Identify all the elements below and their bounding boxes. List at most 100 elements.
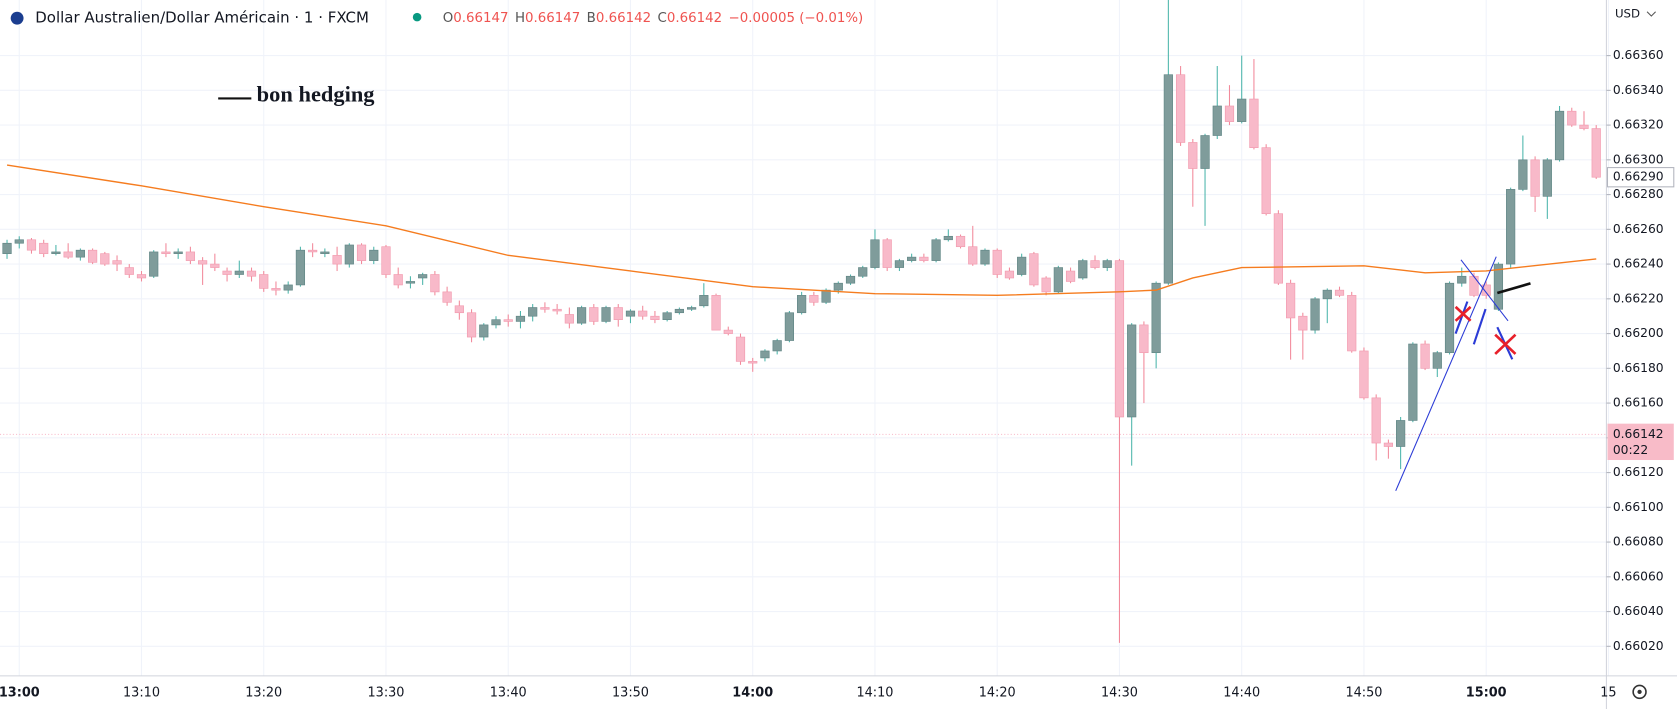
- y-tick-label: 0.66020: [1613, 639, 1664, 653]
- candle-body: [1579, 124, 1589, 129]
- candle-body: [295, 249, 306, 286]
- plot: [2, 0, 1601, 643]
- candle-body: [723, 329, 733, 334]
- candle-body: [1383, 442, 1394, 447]
- candle-body: [1457, 275, 1467, 284]
- candle-body: [1065, 270, 1076, 282]
- pen-stroke: [1454, 301, 1469, 335]
- y-tick-label: 0.66120: [1613, 465, 1664, 479]
- y-tick-label: 0.66260: [1613, 222, 1664, 236]
- candle-body: [784, 312, 794, 341]
- y-tick-label: 0.66100: [1613, 500, 1664, 514]
- candle-body: [418, 274, 428, 279]
- candle-body: [75, 249, 85, 258]
- header: Dollar Australien/Dollar Américain · 1 ·…: [10, 9, 864, 27]
- candle-body: [26, 239, 37, 251]
- candle-body: [613, 307, 623, 321]
- market-status: [412, 12, 422, 22]
- candle-body: [1506, 189, 1516, 265]
- settings-icon[interactable]: [1632, 684, 1647, 700]
- cross: [1454, 305, 1472, 322]
- axes: 0.66020 0.66040 0.66060 0.66080 0.66100 0.661…: [0, 48, 1675, 700]
- ohlc-key: H: [515, 11, 525, 26]
- candle-body: [63, 251, 73, 258]
- candle-body: [1432, 352, 1442, 369]
- y-tick-label: 0.66160: [1613, 396, 1664, 410]
- candle-body: [1078, 260, 1088, 279]
- drawings: bon hedging: [218, 81, 1531, 492]
- candle-body: [968, 246, 978, 265]
- candle-body: [1041, 277, 1051, 293]
- candle-body: [980, 249, 990, 265]
- candle-body: [1188, 142, 1198, 169]
- gear-center: [1637, 689, 1642, 695]
- candle-body: [711, 295, 721, 331]
- annotation: bon hedging: [257, 81, 375, 106]
- candle-body: [1017, 256, 1027, 275]
- ohlc-key: C: [658, 11, 667, 26]
- x-tick-label: 13:50: [612, 685, 649, 700]
- candle-body: [369, 249, 379, 261]
- candle-body: [1212, 105, 1222, 136]
- candle-body: [405, 281, 416, 284]
- ohlc-value: 0.66147: [453, 11, 508, 26]
- countdown: 00:22: [1613, 443, 1648, 457]
- candle-body: [356, 244, 367, 261]
- ohlc-value: 0.66142: [596, 11, 651, 26]
- candle-body: [540, 307, 550, 310]
- trend-line: [1395, 256, 1497, 492]
- pen-stroke: [1472, 308, 1487, 345]
- candle-body: [185, 251, 195, 261]
- candle-body: [320, 251, 330, 254]
- x-tick-label: 13:00: [0, 685, 40, 700]
- ohlc: O0.66147 H0.66147 B0.66142 C0.66142 −0.00005…: [443, 11, 864, 26]
- candle-body: [1261, 147, 1271, 215]
- candle-body: [1175, 74, 1186, 143]
- candle-body: [601, 307, 611, 322]
- x-tick-label: 15:00: [1466, 685, 1507, 700]
- candle-body: [894, 260, 905, 268]
- candle-body: [136, 274, 147, 279]
- candle-body: [491, 319, 501, 326]
- candle-body: [674, 308, 684, 314]
- x-tick-label: 13:30: [368, 685, 405, 700]
- candle-body: [1053, 267, 1063, 293]
- candle-body: [1591, 128, 1601, 178]
- candle-body: [124, 267, 134, 275]
- candle-body: [149, 251, 159, 277]
- candle-body: [1273, 213, 1283, 284]
- y-tick-label: 0.66040: [1613, 604, 1664, 618]
- candle-body: [344, 244, 354, 265]
- price-label: 0.66290: [1613, 170, 1664, 184]
- candle-body: [1554, 110, 1565, 161]
- candle-body: [845, 275, 856, 284]
- y-tick-label: 0.66360: [1613, 48, 1664, 62]
- candle-body: [638, 310, 648, 317]
- x-tick-label: 14:50: [1345, 685, 1382, 700]
- candle-body: [748, 361, 758, 364]
- candle-body: [687, 307, 697, 310]
- candle-body: [882, 239, 892, 268]
- candle-body: [809, 295, 819, 303]
- candle-body: [919, 256, 929, 261]
- x-tick-label: 13:20: [245, 685, 282, 700]
- y-tick-label: 0.66280: [1613, 187, 1664, 201]
- candle-body: [955, 235, 966, 248]
- x-tick-label: 14:40: [1223, 685, 1260, 700]
- x-tick-label: 14:30: [1101, 685, 1138, 700]
- candle-body: [1347, 295, 1357, 352]
- candle-body: [735, 336, 746, 362]
- moving-average: [6, 164, 1597, 297]
- price-label-box: [1607, 423, 1674, 461]
- gear[interactable]: [1632, 684, 1647, 700]
- candle-body: [1444, 282, 1455, 354]
- candle-body: [858, 267, 868, 277]
- candle-body: [1286, 282, 1296, 319]
- x-tick-label: 15: [1600, 685, 1616, 700]
- candle-body: [283, 284, 293, 291]
- candle-body: [564, 314, 574, 324]
- candle-body: [39, 242, 49, 254]
- candle-body: [1310, 298, 1320, 331]
- candle-body: [1200, 135, 1210, 169]
- candle-body: [112, 260, 122, 265]
